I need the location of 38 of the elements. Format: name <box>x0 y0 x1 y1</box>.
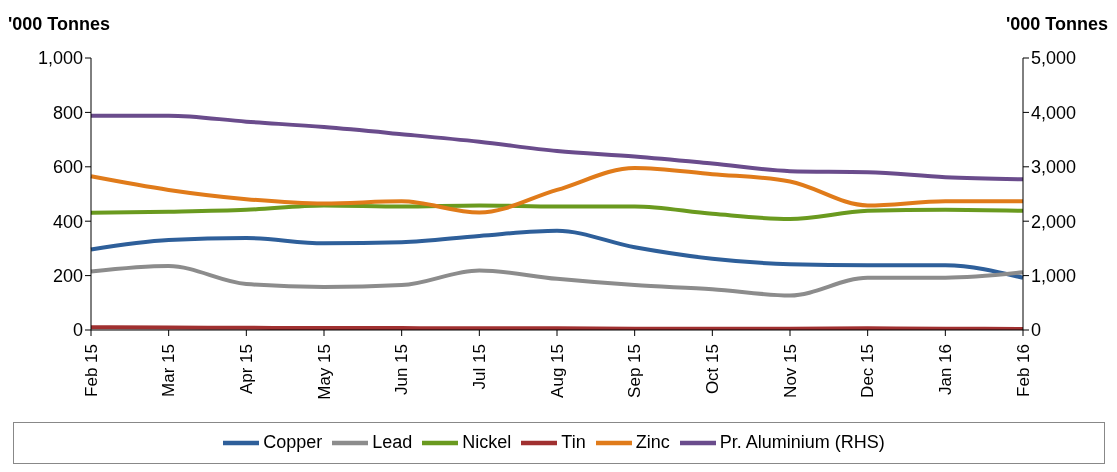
y-tick-label: 800 <box>52 102 83 123</box>
legend-label: Lead <box>372 431 413 452</box>
line-series <box>89 228 1025 280</box>
legend-label: Tin <box>561 431 586 452</box>
y-tick-label: 200 <box>52 265 83 286</box>
x-tick-label: Jun 15 <box>392 344 412 396</box>
line-series <box>89 165 1025 215</box>
x-tick-label: Apr 15 <box>236 344 256 395</box>
x-tick-label: Jan 16 <box>935 344 955 396</box>
x-tick-label: Dec 15 <box>858 344 878 398</box>
y2-tick-label: 3,000 <box>1031 157 1077 178</box>
y-tick-label: 1,000 <box>37 48 83 69</box>
x-tick-label: Feb 16 <box>1013 344 1033 397</box>
line-series <box>89 113 1025 182</box>
y2-tick-label: 2,000 <box>1031 211 1077 232</box>
y2-axis-title: '000 Tonnes <box>1006 14 1108 35</box>
x-tick-label: Feb 15 <box>81 344 101 397</box>
y-tick-label: 600 <box>52 157 83 178</box>
legend-label: Zinc <box>635 431 670 452</box>
line-series <box>89 264 1025 298</box>
x-tick-label: May 15 <box>314 344 334 400</box>
y2-tick-label: 0 <box>1031 320 1042 341</box>
y2-tick-label: 4,000 <box>1031 102 1077 123</box>
y-axis-title: '000 Tonnes <box>8 14 110 35</box>
x-tick-label: Oct 15 <box>702 344 722 395</box>
line-series <box>89 203 1025 222</box>
legend-label: Copper <box>263 431 323 452</box>
legend-label: Pr. Aluminium (RHS) <box>719 431 885 452</box>
y2-tick-label: 1,000 <box>1031 265 1077 286</box>
y-tick-label: 400 <box>52 211 83 232</box>
y-tick-label: 0 <box>72 320 83 341</box>
x-tick-label: Mar 15 <box>159 344 179 397</box>
x-tick-label: Aug 15 <box>547 344 567 398</box>
y2-tick-label: 5,000 <box>1031 48 1077 69</box>
legend-label: Nickel <box>462 431 512 452</box>
x-tick-label: Sep 15 <box>625 344 645 398</box>
x-tick-label: Jul 15 <box>469 344 489 390</box>
x-tick-label: Nov 15 <box>780 344 800 398</box>
